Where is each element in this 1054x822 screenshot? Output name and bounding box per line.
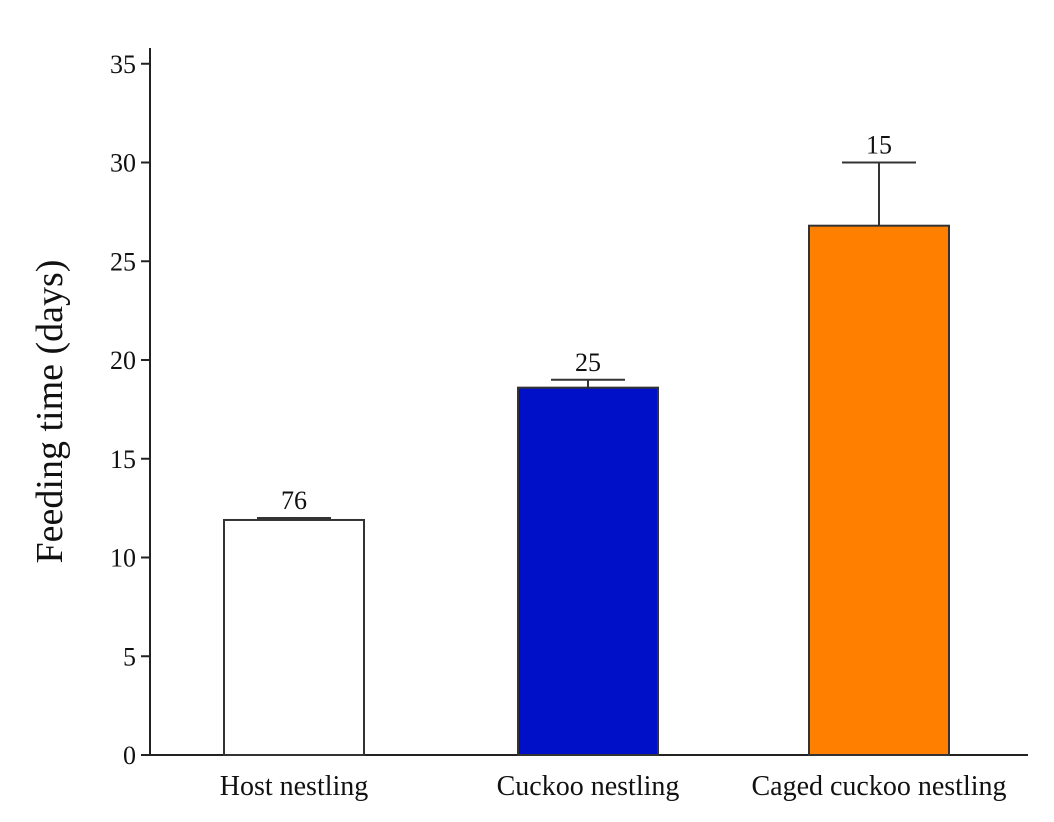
y-tick-label-0: 0 xyxy=(123,741,136,770)
y-tick-label-35: 35 xyxy=(110,50,136,79)
category-label-2: Caged cuckoo nestling xyxy=(751,771,1006,802)
bar-2 xyxy=(808,224,950,756)
bar-0 xyxy=(223,518,365,756)
sample-size-label-1: 25 xyxy=(575,348,601,377)
error-bars xyxy=(257,161,916,520)
y-axis-title: Feeding time (days) xyxy=(29,260,71,564)
category-labels: Host nestling Cuckoo nestling Caged cuckoo… xyxy=(220,771,1007,802)
category-label-1: Cuckoo nestling xyxy=(497,771,680,802)
bars xyxy=(223,224,950,756)
y-tick-label-20: 20 xyxy=(110,346,136,375)
y-tick-label-15: 15 xyxy=(110,445,136,474)
y-tick-label-30: 30 xyxy=(110,149,136,178)
y-tick-label-5: 5 xyxy=(123,642,136,671)
category-label-0: Host nestling xyxy=(220,771,369,802)
sample-size-labels: 76 25 15 xyxy=(281,131,892,516)
y-ticks: 0 5 10 15 20 25 30 35 xyxy=(110,50,150,770)
y-tick-label-25: 25 xyxy=(110,247,136,276)
sample-size-label-2: 15 xyxy=(866,131,892,160)
y-tick-label-10: 10 xyxy=(110,544,136,573)
bar-1 xyxy=(517,386,659,756)
sample-size-label-0: 76 xyxy=(281,486,307,515)
